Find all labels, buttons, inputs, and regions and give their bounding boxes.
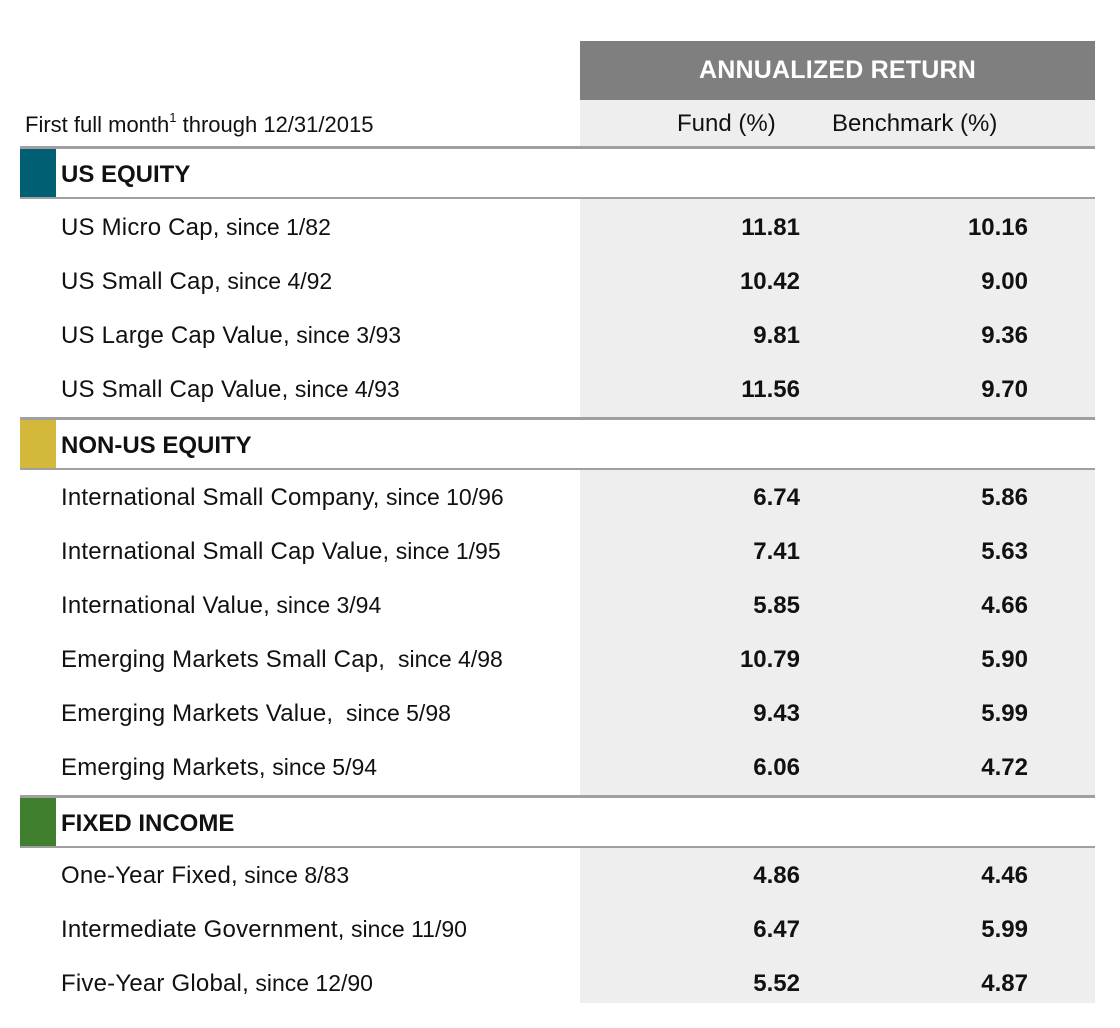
since-date: since 4/98 xyxy=(385,646,503,672)
fund-name: Emerging Markets, xyxy=(61,754,266,781)
table-row: One-Year Fixed, since 8/83 4.86 4.46 xyxy=(0,849,1095,903)
fund-label: US Micro Cap, since 1/82 xyxy=(61,214,331,242)
fund-label: Emerging Markets Small Cap, since 4/98 xyxy=(61,646,503,674)
fund-label: Emerging Markets, since 5/94 xyxy=(61,754,377,782)
fund-label: International Small Company, since 10/96 xyxy=(61,484,504,512)
fund-return: 9.43 xyxy=(753,700,800,727)
table-row: Emerging Markets Small Cap, since 4/98 1… xyxy=(0,633,1095,687)
section-us-equity: US EQUITY xyxy=(20,146,1095,199)
since-date: since 4/93 xyxy=(288,376,400,402)
table-row: US Large Cap Value, since 3/93 9.81 9.36 xyxy=(0,309,1095,363)
since-date: since 3/93 xyxy=(289,322,402,348)
since-date: since 3/94 xyxy=(270,592,382,618)
fund-label: US Large Cap Value, since 3/93 xyxy=(61,322,401,350)
fund-name: US Small Cap Value, xyxy=(61,376,289,403)
benchmark-return: 5.86 xyxy=(981,484,1028,511)
benchmark-return: 9.00 xyxy=(981,268,1028,295)
table-row: Intermediate Government, since 11/90 6.4… xyxy=(0,903,1095,957)
fund-column-header: Fund (%) xyxy=(677,110,776,137)
benchmark-return: 9.36 xyxy=(981,322,1028,349)
fund-label: Intermediate Government, since 11/90 xyxy=(61,916,467,944)
caption-suffix: through 12/31/2015 xyxy=(176,112,374,137)
fund-name: Emerging Markets Small Cap, xyxy=(61,646,386,673)
fund-return: 6.74 xyxy=(753,484,800,511)
fund-return: 6.06 xyxy=(753,754,800,781)
fund-name: US Large Cap Value, xyxy=(61,322,290,349)
since-date: since 8/83 xyxy=(237,862,350,888)
fund-label: US Small Cap, since 4/92 xyxy=(61,268,332,296)
fund-return: 10.79 xyxy=(739,646,800,673)
period-caption: First full month1 through 12/31/2015 xyxy=(25,110,374,138)
fund-label: International Value, since 3/94 xyxy=(61,592,381,620)
benchmark-return: 4.87 xyxy=(981,970,1028,997)
table-row: US Small Cap Value, since 4/93 11.56 9.7… xyxy=(0,363,1095,417)
table-row: US Small Cap, since 4/92 10.42 9.00 xyxy=(0,255,1095,309)
fund-label: US Small Cap Value, since 4/93 xyxy=(61,376,400,404)
benchmark-column-header: Benchmark (%) xyxy=(832,110,998,137)
footnote-marker: 1 xyxy=(169,110,177,125)
benchmark-return: 4.72 xyxy=(981,754,1028,781)
table-row: International Small Cap Value, since 1/9… xyxy=(0,525,1095,579)
benchmark-return: 5.63 xyxy=(981,538,1028,565)
table-row: Five-Year Global, since 12/90 5.52 4.87 xyxy=(0,957,1095,1011)
section-non-us-equity: NON-US EQUITY xyxy=(20,417,1095,470)
fixed-income-swatch xyxy=(20,798,56,846)
benchmark-return: 4.46 xyxy=(981,862,1028,889)
since-date: since 5/98 xyxy=(333,700,451,726)
fund-label: International Small Cap Value, since 1/9… xyxy=(61,538,501,566)
fund-return: 6.47 xyxy=(753,916,800,943)
since-date: since 5/94 xyxy=(265,754,378,780)
fund-name: Five-Year Global, xyxy=(61,970,249,997)
benchmark-return: 4.66 xyxy=(981,592,1028,619)
benchmark-return: 5.99 xyxy=(981,700,1028,727)
benchmark-return: 10.16 xyxy=(967,214,1028,241)
fund-name: International Small Company, xyxy=(61,484,380,511)
fund-return: 11.81 xyxy=(741,214,800,241)
section-fixed-income: FIXED INCOME xyxy=(20,795,1095,848)
fund-return: 7.41 xyxy=(753,538,800,565)
fund-label: Five-Year Global, since 12/90 xyxy=(61,970,373,998)
caption-prefix: First full month xyxy=(25,112,170,137)
benchmark-return: 5.90 xyxy=(981,646,1028,673)
fund-name: Emerging Markets Value, xyxy=(61,700,334,727)
annualized-return-header: ANNUALIZED RETURN xyxy=(580,41,1095,100)
column-header-row: First full month1 through 12/31/2015 Fun… xyxy=(0,100,1095,146)
non-us-equity-swatch xyxy=(20,420,56,468)
since-date: since 1/95 xyxy=(389,538,501,564)
section-title: US EQUITY xyxy=(61,161,191,188)
return-columns-shading xyxy=(580,100,1095,1003)
fund-name: US Micro Cap, xyxy=(61,214,220,241)
fund-label: Emerging Markets Value, since 5/98 xyxy=(61,700,451,728)
table-row: International Small Company, since 10/96… xyxy=(0,471,1095,525)
fund-return: 4.86 xyxy=(753,862,800,889)
section-title: NON-US EQUITY xyxy=(61,432,252,459)
fund-return: 5.52 xyxy=(753,970,800,997)
fund-label: One-Year Fixed, since 8/83 xyxy=(61,862,349,890)
table-row: International Value, since 3/94 5.85 4.6… xyxy=(0,579,1095,633)
since-date: since 10/96 xyxy=(379,484,504,510)
since-date: since 12/90 xyxy=(248,970,373,996)
fund-name: International Value, xyxy=(61,592,271,619)
fund-return: 5.85 xyxy=(753,592,800,619)
fund-return: 10.42 xyxy=(739,268,800,295)
fund-return: 9.81 xyxy=(753,322,800,349)
fund-name: International Small Cap Value, xyxy=(61,538,390,565)
benchmark-return: 5.99 xyxy=(981,916,1028,943)
since-date: since 1/82 xyxy=(219,214,331,240)
fund-name: US Small Cap, xyxy=(61,268,221,295)
fund-name: One-Year Fixed, xyxy=(61,862,238,889)
since-date: since 4/92 xyxy=(220,268,333,294)
us-equity-swatch xyxy=(20,149,56,197)
section-title: FIXED INCOME xyxy=(61,810,235,837)
table-row: US Micro Cap, since 1/82 11.81 10.16 xyxy=(0,201,1095,255)
table-row: Emerging Markets, since 5/94 6.06 4.72 xyxy=(0,741,1095,795)
fund-name: Intermediate Government, xyxy=(61,916,345,943)
benchmark-return: 9.70 xyxy=(981,376,1028,403)
fund-return: 11.56 xyxy=(741,376,800,403)
table-row: Emerging Markets Value, since 5/98 9.43 … xyxy=(0,687,1095,741)
since-date: since 11/90 xyxy=(344,916,467,942)
